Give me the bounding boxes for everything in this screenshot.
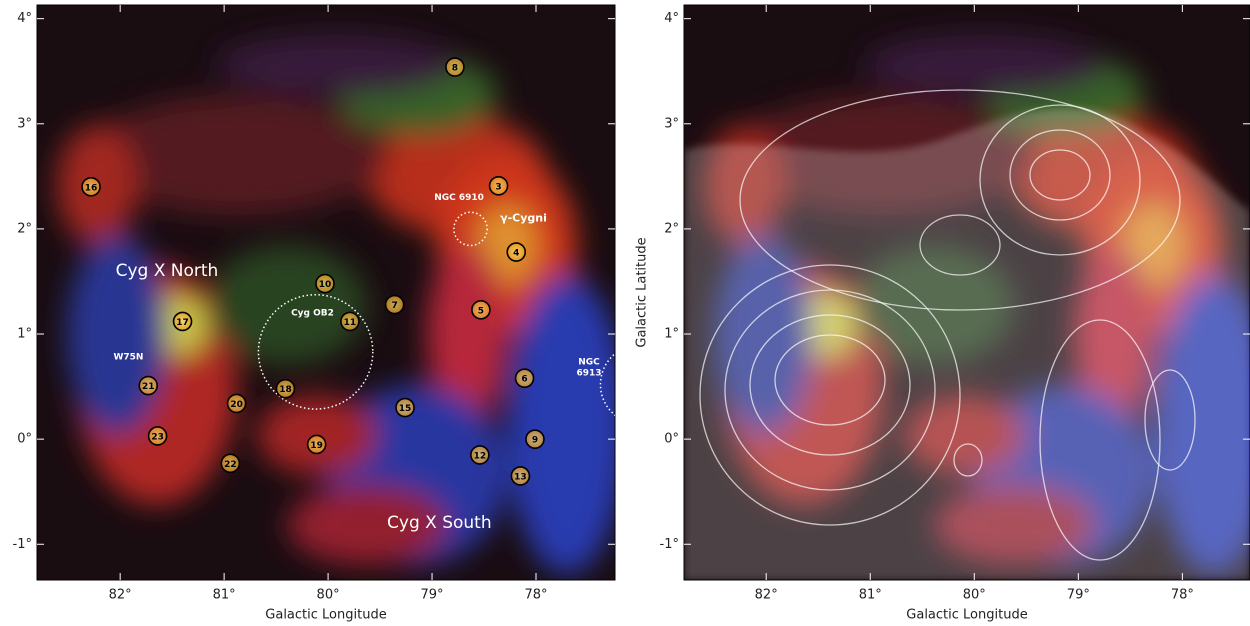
source-marker bbox=[445, 57, 465, 77]
y-tick-label: -1° bbox=[13, 537, 32, 552]
source-marker bbox=[138, 375, 159, 396]
annotation: NGC 6910 bbox=[434, 193, 484, 203]
y-tick-label: 2° bbox=[17, 221, 32, 236]
right-image bbox=[684, 5, 1250, 585]
source-marker bbox=[172, 311, 193, 332]
annotation: NGC bbox=[578, 358, 600, 368]
source-label: 5 bbox=[478, 306, 484, 316]
y-tick-label: 1° bbox=[664, 327, 679, 342]
source-label: 10 bbox=[319, 280, 332, 290]
source-label: 4 bbox=[513, 249, 519, 259]
y-tick-label: 0° bbox=[17, 432, 32, 447]
x-tick-label: 78° bbox=[1171, 588, 1194, 603]
y-tick-label: 4° bbox=[17, 11, 32, 26]
x-tick-label: 80° bbox=[317, 588, 340, 603]
source-marker bbox=[384, 294, 405, 315]
region-circle bbox=[257, 293, 374, 410]
source-label: 9 bbox=[532, 436, 538, 446]
x-axis-label: Galactic Longitude bbox=[906, 608, 1027, 623]
y-tick-label: 1° bbox=[17, 327, 32, 342]
source-marker bbox=[506, 242, 527, 262]
source-label: 19 bbox=[310, 441, 323, 451]
x-tick-label: 82° bbox=[755, 588, 778, 603]
source-label: 16 bbox=[85, 183, 98, 193]
source-marker bbox=[81, 177, 101, 197]
x-tick-label: 81° bbox=[859, 588, 882, 603]
y-tick-label: -1° bbox=[660, 537, 679, 552]
source-marker bbox=[315, 273, 335, 294]
frame bbox=[36, 4, 616, 581]
y-axis-label: Galactic Latitude bbox=[635, 237, 650, 347]
source-label: 11 bbox=[344, 318, 357, 328]
x-tick-label: 78° bbox=[524, 588, 547, 603]
source-label: 23 bbox=[151, 432, 164, 442]
x-axis-label: Galactic Longitude bbox=[265, 608, 386, 623]
source-marker bbox=[226, 393, 247, 414]
source-label: 15 bbox=[399, 404, 412, 414]
source-marker bbox=[306, 434, 327, 455]
source-label: 6 bbox=[521, 375, 527, 385]
frame bbox=[683, 4, 1250, 581]
source-marker bbox=[147, 426, 168, 446]
source-label: 8 bbox=[452, 64, 458, 74]
source-label: 13 bbox=[514, 472, 527, 482]
annotation: Cyg X South bbox=[387, 513, 492, 533]
x-tick-label: 80° bbox=[963, 588, 986, 603]
source-marker bbox=[395, 397, 415, 418]
source-label: 22 bbox=[224, 460, 237, 470]
source-label: 17 bbox=[176, 318, 189, 328]
source-marker bbox=[510, 466, 531, 486]
y-tick-label: 3° bbox=[17, 116, 32, 131]
annotation: W75N bbox=[113, 353, 143, 363]
source-label: 12 bbox=[474, 451, 487, 461]
x-tick-label: 79° bbox=[1067, 588, 1090, 603]
annotation: Cyg OB2 bbox=[291, 308, 334, 318]
x-tick-label: 81° bbox=[213, 588, 236, 603]
y-tick-label: 2° bbox=[664, 221, 679, 236]
left-image bbox=[37, 5, 637, 585]
annotation: Cyg X North bbox=[116, 261, 219, 281]
annotation: γ-Cygni bbox=[500, 211, 547, 224]
source-marker bbox=[220, 453, 241, 474]
source-marker bbox=[488, 176, 509, 196]
y-tick-label: 3° bbox=[664, 116, 679, 131]
x-tick-label: 82° bbox=[109, 588, 132, 603]
source-marker bbox=[275, 378, 296, 399]
x-tick-label: 79° bbox=[421, 588, 444, 603]
source-label: 7 bbox=[391, 301, 397, 311]
source-label: 21 bbox=[142, 382, 155, 392]
overlays: 8 3 16 4 10 7 5 11 17 6 21 18 20 15 23 9 19 12 22 13 Cyg X N… bbox=[81, 57, 615, 533]
y-tick-label: 0° bbox=[664, 432, 679, 447]
y-tick-label: 4° bbox=[664, 11, 679, 26]
source-marker bbox=[470, 445, 490, 465]
source-label: 20 bbox=[230, 400, 243, 410]
source-marker bbox=[471, 300, 491, 320]
source-marker bbox=[340, 311, 360, 332]
region-circle bbox=[453, 211, 488, 247]
source-label: 18 bbox=[279, 385, 292, 395]
annotation: 6913 bbox=[576, 369, 601, 379]
source-marker bbox=[514, 368, 535, 388]
source-label: 3 bbox=[495, 182, 501, 192]
source-marker bbox=[525, 429, 545, 449]
